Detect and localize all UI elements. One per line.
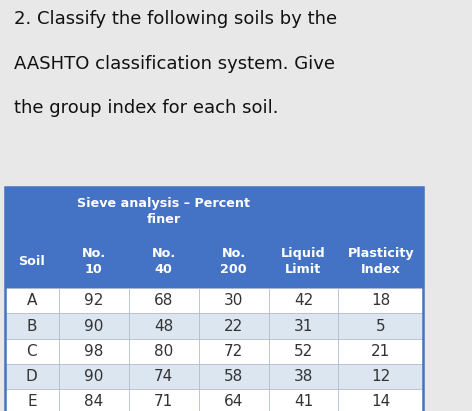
- Text: 38: 38: [294, 369, 313, 384]
- Bar: [199, 313, 269, 339]
- Text: No.
40: No. 40: [152, 247, 176, 276]
- Bar: [199, 389, 269, 411]
- Bar: [269, 339, 338, 364]
- Bar: [5, 389, 59, 411]
- Text: 42: 42: [294, 293, 313, 308]
- Text: 2. Classify the following soils by the: 2. Classify the following soils by the: [14, 10, 337, 28]
- Bar: [5, 364, 59, 389]
- Text: D: D: [26, 369, 38, 384]
- Bar: [199, 288, 269, 313]
- Bar: [129, 364, 199, 389]
- Text: 71: 71: [154, 395, 173, 409]
- Text: 92: 92: [84, 293, 104, 308]
- Text: 22: 22: [224, 319, 243, 333]
- Text: 58: 58: [224, 369, 243, 384]
- Bar: [338, 364, 423, 389]
- Bar: [338, 339, 423, 364]
- Bar: [199, 339, 269, 364]
- Bar: [338, 389, 423, 411]
- Text: No.
10: No. 10: [82, 247, 106, 276]
- Bar: [199, 364, 269, 389]
- Text: 21: 21: [371, 344, 390, 359]
- Bar: [59, 288, 129, 313]
- Text: 41: 41: [294, 395, 313, 409]
- Bar: [269, 236, 338, 288]
- Text: 48: 48: [154, 319, 173, 333]
- Text: A: A: [27, 293, 37, 308]
- Bar: [129, 313, 199, 339]
- Bar: [5, 187, 423, 411]
- Text: 14: 14: [371, 395, 390, 409]
- Bar: [199, 236, 269, 288]
- Text: B: B: [26, 319, 37, 333]
- Bar: [59, 389, 129, 411]
- Text: 12: 12: [371, 369, 390, 384]
- Bar: [269, 364, 338, 389]
- Text: Soil: Soil: [18, 255, 45, 268]
- Text: 52: 52: [294, 344, 313, 359]
- Text: 80: 80: [154, 344, 173, 359]
- Text: 90: 90: [84, 369, 104, 384]
- Bar: [59, 364, 129, 389]
- Bar: [59, 187, 269, 236]
- Bar: [269, 389, 338, 411]
- Bar: [59, 313, 129, 339]
- Bar: [5, 339, 59, 364]
- Bar: [59, 236, 129, 288]
- Bar: [338, 313, 423, 339]
- Bar: [129, 236, 199, 288]
- Text: Liquid
Limit: Liquid Limit: [281, 247, 326, 276]
- Text: 68: 68: [154, 293, 174, 308]
- Bar: [338, 187, 423, 236]
- Text: 74: 74: [154, 369, 173, 384]
- Text: Plasticity
Index: Plasticity Index: [347, 247, 414, 276]
- Bar: [5, 288, 59, 313]
- Text: the group index for each soil.: the group index for each soil.: [14, 99, 278, 117]
- Text: 98: 98: [84, 344, 104, 359]
- Bar: [338, 236, 423, 288]
- Text: 30: 30: [224, 293, 244, 308]
- Bar: [338, 288, 423, 313]
- Text: 31: 31: [294, 319, 313, 333]
- Text: AASHTO classification system. Give: AASHTO classification system. Give: [14, 55, 335, 73]
- Bar: [5, 236, 59, 288]
- Text: 64: 64: [224, 395, 244, 409]
- Text: No.
200: No. 200: [220, 247, 247, 276]
- Bar: [129, 339, 199, 364]
- Bar: [269, 288, 338, 313]
- Text: 5: 5: [376, 319, 386, 333]
- Bar: [5, 313, 59, 339]
- Text: 18: 18: [371, 293, 390, 308]
- Text: Sieve analysis – Percent
finer: Sieve analysis – Percent finer: [77, 197, 250, 226]
- Bar: [129, 389, 199, 411]
- Bar: [5, 187, 59, 236]
- Text: 90: 90: [84, 319, 104, 333]
- Text: 84: 84: [84, 395, 103, 409]
- Text: 72: 72: [224, 344, 243, 359]
- Text: C: C: [26, 344, 37, 359]
- Text: E: E: [27, 395, 37, 409]
- Bar: [129, 288, 199, 313]
- Bar: [59, 339, 129, 364]
- Bar: [269, 187, 338, 236]
- Bar: [269, 313, 338, 339]
